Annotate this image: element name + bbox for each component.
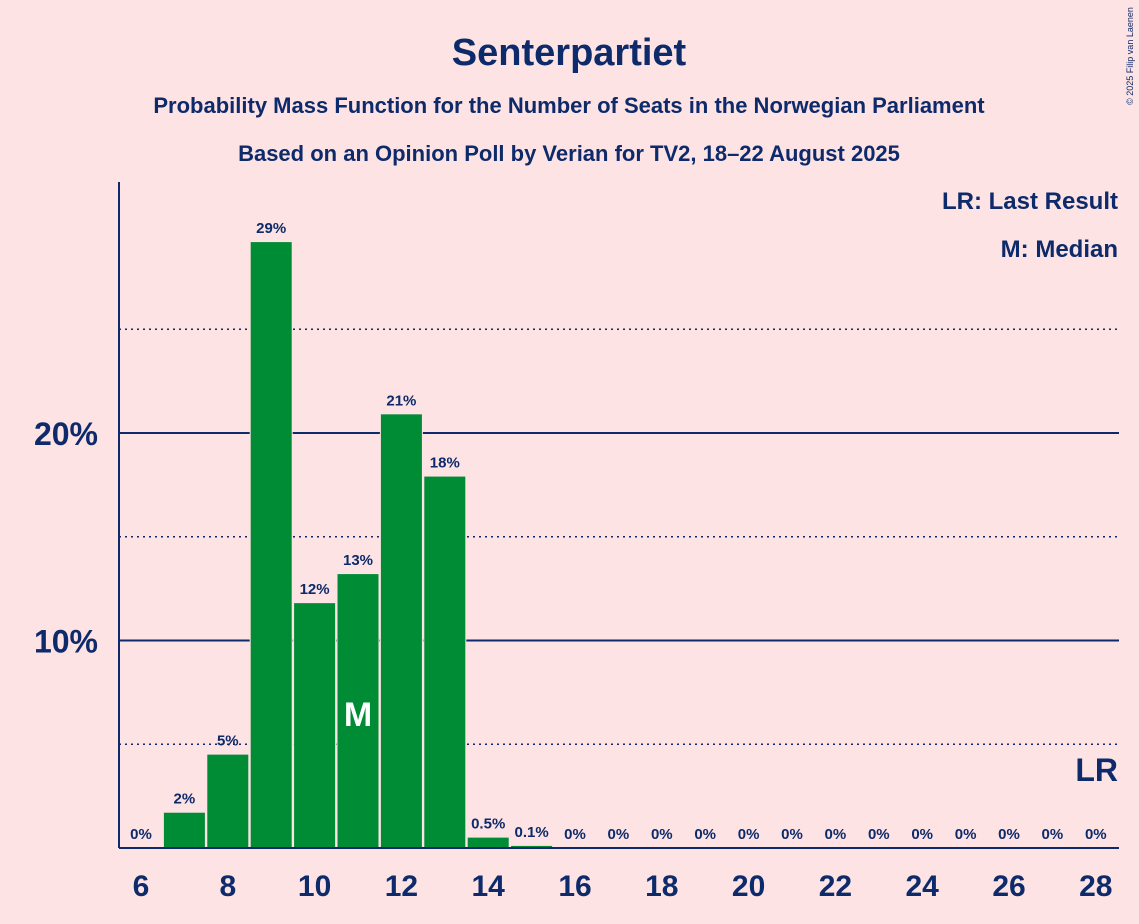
bars	[162, 241, 554, 849]
bar-value-label-9: 29%	[256, 220, 286, 237]
x-tick-label: 14	[472, 870, 506, 903]
bar-value-label-28: 0%	[1085, 826, 1107, 843]
bar-value-label-7: 2%	[174, 791, 196, 808]
bar-seat-11	[337, 574, 379, 848]
x-tick-label: 26	[992, 870, 1025, 903]
bar-value-label-17: 0%	[608, 826, 630, 843]
y-axis-ticks: 10% 20%	[34, 416, 98, 660]
bar-value-label-19: 0%	[694, 826, 716, 843]
bar-value-label-6: 0%	[130, 826, 152, 843]
x-tick-label: 18	[645, 870, 678, 903]
bar-value-labels: 0% 2% 5% 29% 12% 13% 21% 18% 0.5% 0.1% 0% 0% 0% 0% 0% 0…	[130, 220, 1106, 843]
bar-value-label-22: 0%	[825, 826, 847, 843]
x-tick-label: 24	[906, 870, 940, 903]
x-tick-label: 12	[385, 870, 418, 903]
chart-title: Senterpartiet	[452, 32, 687, 74]
x-tick-label: 28	[1079, 870, 1112, 903]
x-tick-label: 20	[732, 870, 765, 903]
bar-value-label-15: 0.1%	[514, 824, 548, 841]
bar-value-label-21: 0%	[781, 826, 803, 843]
bar-seat-7	[163, 812, 205, 848]
bar-seat-14	[467, 837, 509, 848]
x-tick-label: 22	[819, 870, 852, 903]
bar-value-label-16: 0%	[564, 826, 586, 843]
x-tick-label: 16	[558, 870, 591, 903]
legend-last-result: LR: Last Result	[942, 188, 1118, 215]
bar-seat-12	[380, 414, 422, 848]
bar-value-label-23: 0%	[868, 826, 890, 843]
bar-value-label-24: 0%	[911, 826, 933, 843]
x-tick-label: 8	[219, 870, 236, 903]
last-result-marker: LR	[1075, 752, 1118, 788]
legend-median: M: Median	[1001, 236, 1118, 263]
bar-value-label-18: 0%	[651, 826, 673, 843]
bar-value-label-10: 12%	[300, 581, 330, 598]
bar-value-label-13: 18%	[430, 455, 460, 472]
chart-subtitle-line2: Based on an Opinion Poll by Verian for T…	[238, 141, 900, 166]
median-marker: M	[344, 696, 372, 734]
bar-seat-9	[250, 242, 292, 849]
bar-value-label-27: 0%	[1042, 826, 1064, 843]
bar-seat-10	[294, 603, 336, 848]
bar-value-label-11: 13%	[343, 552, 373, 569]
bar-value-label-8: 5%	[217, 733, 239, 750]
x-tick-label: 10	[298, 870, 331, 903]
bar-value-label-20: 0%	[738, 826, 760, 843]
y-tick-label: 20%	[34, 416, 98, 452]
bar-seat-15	[511, 845, 553, 848]
bar-seat-8	[207, 754, 249, 848]
copyright-note: © 2025 Filip van Laenen	[1125, 7, 1135, 105]
bar-seat-13	[424, 476, 466, 848]
x-tick-label: 6	[133, 870, 150, 903]
bar-value-label-25: 0%	[955, 826, 977, 843]
x-axis-ticks: 6 8 10 12 14 16 18 20 22 24 26 28	[133, 870, 1113, 903]
bar-value-label-12: 21%	[386, 392, 416, 409]
markers: M LR	[344, 696, 1118, 788]
chart-subtitle-line1: Probability Mass Function for the Number…	[153, 93, 985, 118]
bar-value-label-14: 0.5%	[471, 816, 505, 833]
y-tick-label: 10%	[34, 624, 98, 660]
bar-value-label-26: 0%	[998, 826, 1020, 843]
